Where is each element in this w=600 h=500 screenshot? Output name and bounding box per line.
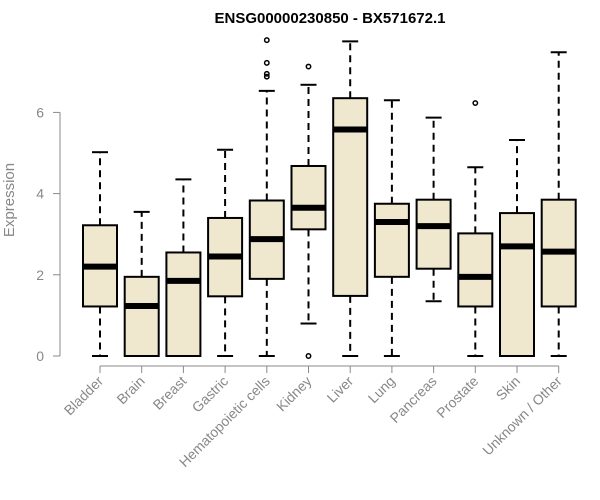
box-rect-lung	[373, 202, 410, 278]
box-rect-brain	[123, 275, 160, 357]
y-tick-label-4: 4	[36, 186, 44, 202]
outlier-hematopoietic-cells-1	[263, 70, 270, 77]
chart-title: ENSG00000230850 - BX571672.1	[214, 10, 445, 27]
box-rect-prostate	[457, 232, 494, 308]
box-rect-skin	[499, 212, 535, 357]
x-tick-label-skin: Skin	[493, 373, 524, 404]
y-tick-label-2: 2	[36, 267, 44, 283]
box-rect-kidney	[290, 164, 327, 231]
box-hematopoietic-cells	[248, 37, 285, 357]
x-tick-label-prostate: Prostate	[433, 373, 481, 421]
box-brain	[123, 210, 160, 357]
x-tick-label-breast: Breast	[150, 373, 190, 413]
boxes	[82, 37, 577, 359]
outlier-hematopoietic-cells-3	[263, 37, 270, 44]
box-prostate	[457, 100, 494, 357]
box-skin	[499, 139, 535, 357]
outlier-hematopoietic-cells-0	[263, 73, 270, 80]
x-tick-label-liver: Liver	[324, 373, 357, 406]
box-rect-pancreas	[415, 198, 452, 270]
box-kidney	[290, 63, 327, 359]
x-tick-label-bladder: Bladder	[61, 373, 107, 419]
box-pancreas	[415, 116, 452, 303]
x-tick-label-kidney: Kidney	[273, 373, 315, 415]
box-bladder	[82, 151, 118, 357]
box-rect-breast	[165, 251, 202, 357]
box-lung	[373, 99, 410, 357]
outlier-hematopoietic-cells-2	[263, 59, 270, 66]
box-liver	[332, 40, 369, 357]
y-tick-label-6: 6	[36, 104, 44, 120]
outlier-kidney-0	[305, 353, 312, 359]
y-tick-label-0: 0	[36, 348, 44, 364]
box-gastric	[207, 148, 244, 357]
box-breast	[165, 178, 202, 357]
outlier-prostate-0	[472, 100, 479, 107]
x-tick-label-brain: Brain	[113, 373, 147, 407]
outlier-kidney-1	[305, 63, 312, 70]
box-unknown-other	[540, 51, 577, 357]
x-tick-label-lung: Lung	[365, 373, 398, 406]
y-axis: 0 2 4 6	[36, 104, 61, 364]
y-axis-label: Expression	[1, 163, 18, 237]
x-tick-label-unknown-other: Unknown / Other	[479, 373, 565, 459]
